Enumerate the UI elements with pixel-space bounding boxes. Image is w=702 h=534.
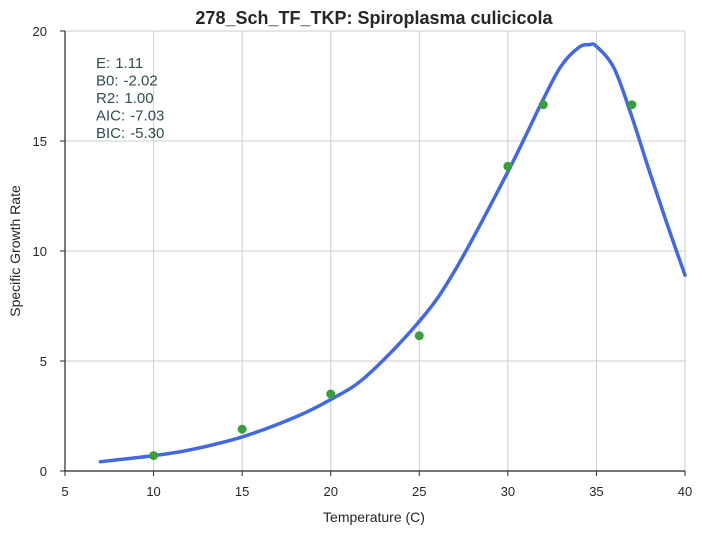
stat-label: R2: bbox=[96, 90, 119, 107]
stat-value: -5.30 bbox=[130, 125, 164, 142]
stat-value: -2.02 bbox=[124, 73, 158, 90]
x-tick-label: 30 bbox=[501, 484, 515, 499]
chart-title: 278_Sch_TF_TKP: Spiroplasma culicicola bbox=[195, 8, 553, 28]
stat-label: E: bbox=[96, 55, 110, 72]
x-tick-label: 25 bbox=[412, 484, 426, 499]
data-point bbox=[503, 161, 513, 171]
data-point bbox=[149, 451, 159, 461]
stat-value: 1.00 bbox=[124, 90, 153, 107]
data-point bbox=[414, 331, 424, 341]
stat-value: -7.03 bbox=[130, 108, 164, 125]
data-point bbox=[326, 389, 336, 399]
y-axis-label: Specific Growth Rate bbox=[7, 185, 23, 317]
x-tick-label: 40 bbox=[678, 484, 692, 499]
x-tick-label: 5 bbox=[61, 484, 68, 499]
data-point bbox=[627, 100, 637, 110]
x-tick-label: 20 bbox=[323, 484, 337, 499]
x-axis-label: Temperature (C) bbox=[323, 509, 425, 525]
stat-label: B0: bbox=[96, 73, 119, 90]
x-tick-label: 15 bbox=[235, 484, 249, 499]
data-point bbox=[538, 100, 548, 110]
x-tick-label: 10 bbox=[146, 484, 160, 499]
y-tick-label: 5 bbox=[40, 354, 47, 369]
stat-label: AIC: bbox=[96, 108, 125, 125]
stat-label: BIC: bbox=[96, 125, 125, 142]
y-tick-label: 15 bbox=[33, 134, 47, 149]
y-tick-label: 20 bbox=[33, 24, 47, 39]
x-tick-label: 35 bbox=[589, 484, 603, 499]
y-tick-label: 0 bbox=[40, 464, 47, 479]
data-point bbox=[237, 424, 247, 434]
stat-value: 1.11 bbox=[115, 55, 143, 72]
y-tick-label: 10 bbox=[33, 244, 47, 259]
data-points bbox=[149, 100, 637, 461]
